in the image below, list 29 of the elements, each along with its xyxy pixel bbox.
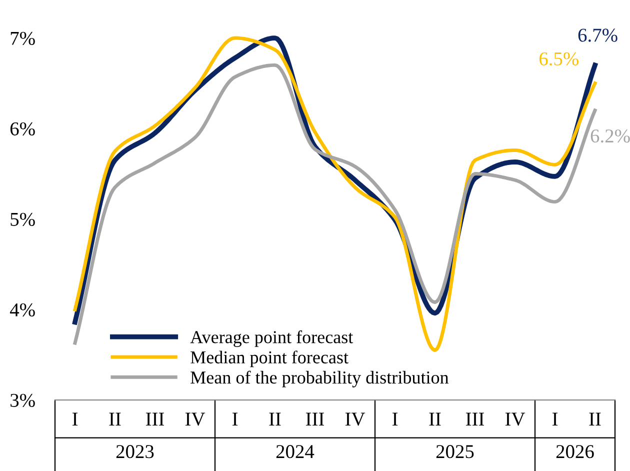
legend-label: Average point forecast [190,330,354,347]
x-tick-label: II [589,412,601,426]
y-tick-label: 7% [10,32,35,45]
y-tick-label: 5% [10,212,35,226]
x-tick-label: IV [345,412,366,426]
text: 2025 [436,445,474,458]
y-tick-label: 4% [10,303,35,316]
x-tick-label: II [109,412,121,426]
x-tick-label: I [552,412,558,426]
x-tick-label: II [269,412,281,426]
data-label: 6.5% [539,52,578,66]
y-tick-label: 6% [10,122,35,136]
legend-label: Mean of the probability distribution [190,370,449,388]
x-tick-label: IV [185,412,206,426]
x-tick-label: III [306,412,324,426]
text: 2024 [276,445,314,458]
y-tick-label: 3% [10,394,35,407]
text: 2023 [116,445,154,458]
x-tick-label: I [232,412,238,426]
data-label: 6.2% [590,129,630,143]
x-tick-label: I [392,412,398,426]
legend-label: Median point forecast [190,350,348,368]
text: 2026 [556,445,594,458]
x-tick-label: I [72,412,78,426]
x-tick-label: III [146,412,164,426]
data-label: 6.7% [578,28,618,42]
x-tick-label: III [466,412,484,426]
x-tick-label: II [429,412,441,426]
x-tick-label: IV [505,412,526,426]
